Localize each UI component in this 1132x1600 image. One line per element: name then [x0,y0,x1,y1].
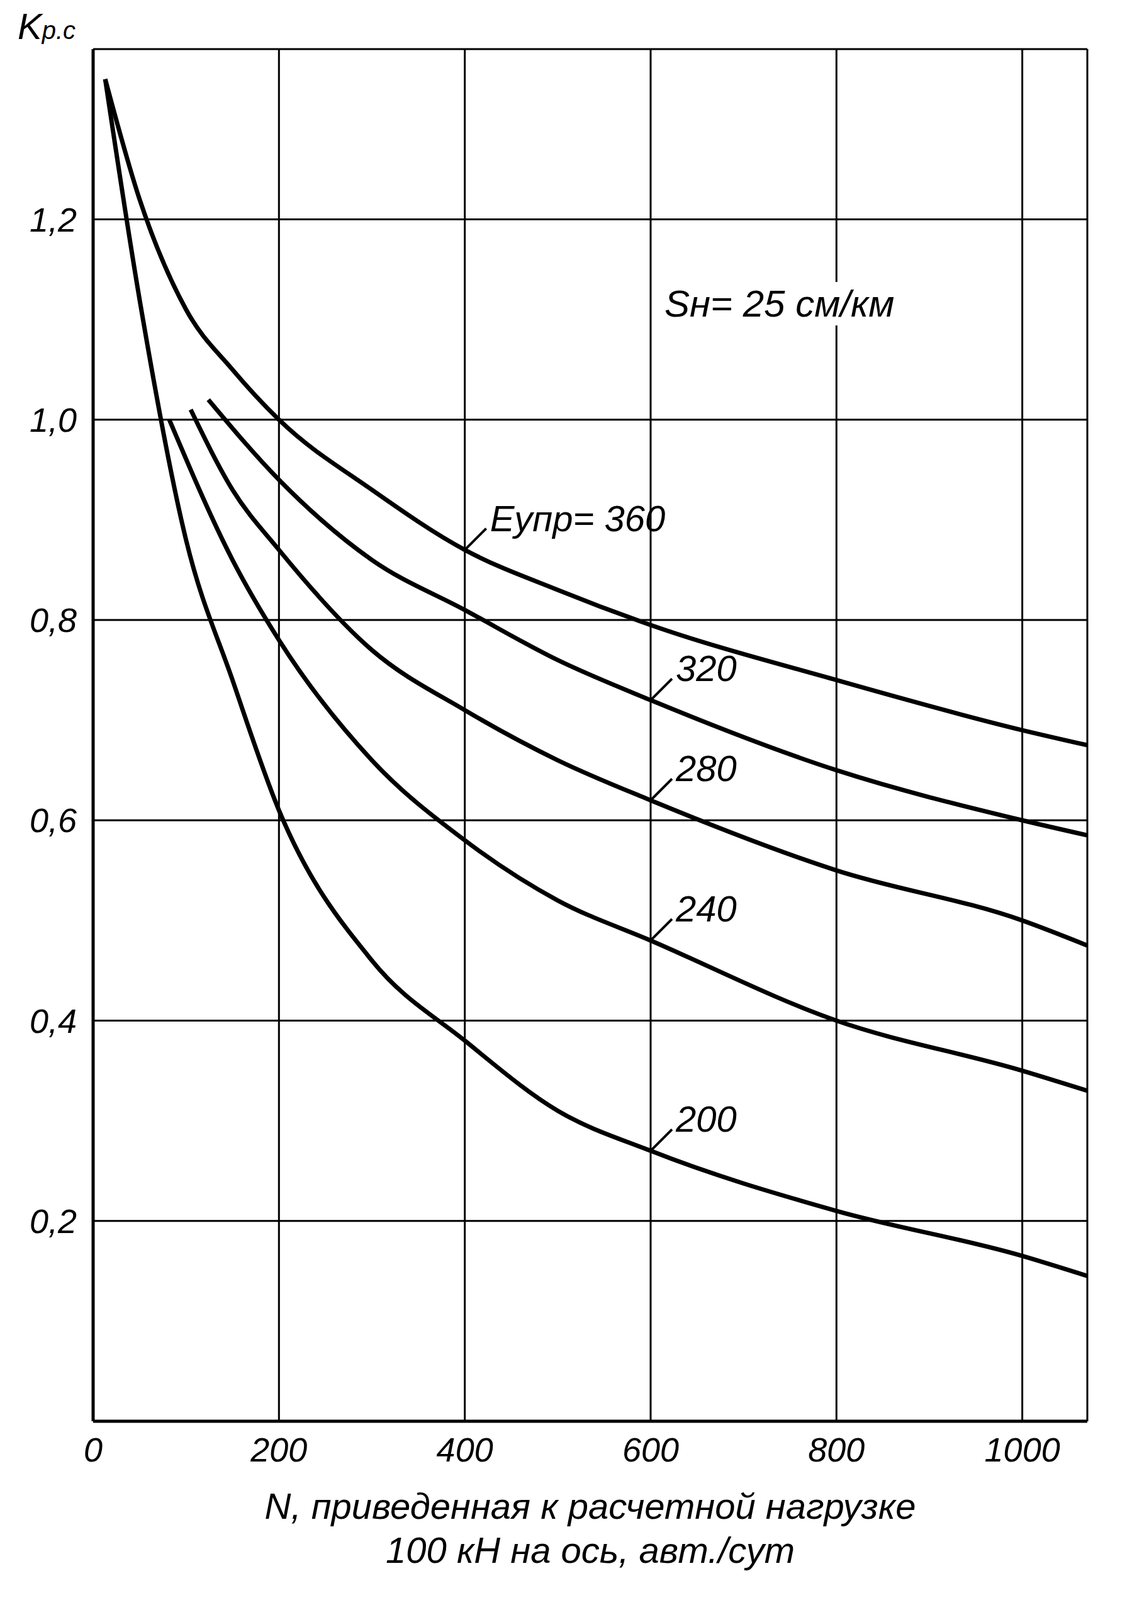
svg-text:Eупр= 360: Eупр= 360 [490,497,666,539]
svg-text:1,0: 1,0 [29,400,77,439]
svg-text:1,2: 1,2 [29,200,77,239]
svg-text:600: 600 [622,1430,679,1469]
html-text:Kр.с: Kр.с [17,5,76,47]
svg-text:0,8: 0,8 [29,600,77,639]
svg-text:200: 200 [675,1098,737,1139]
svg-text:0,4: 0,4 [29,1001,77,1040]
svg-text:200: 200 [249,1430,308,1469]
html-text:Sн= 25 см/км: Sн= 25 см/км [664,282,895,325]
svg-text:400: 400 [436,1430,494,1469]
svg-text:800: 800 [807,1430,865,1469]
svg-text:240: 240 [675,887,737,929]
html-text:N, приведенная к расчетной наг: N, приведенная к расчетной нагрузке [264,1485,916,1526]
svg-text:0,2: 0,2 [29,1201,77,1240]
svg-text:280: 280 [675,747,737,789]
svg-text:0,6: 0,6 [29,801,78,839]
svg-text:1000: 1000 [984,1430,1061,1469]
svg-text:0: 0 [83,1430,103,1469]
html-text:100 кН на ось, авт./сут: 100 кН на ось, авт./сут [385,1529,795,1570]
svg-text:320: 320 [675,647,737,689]
